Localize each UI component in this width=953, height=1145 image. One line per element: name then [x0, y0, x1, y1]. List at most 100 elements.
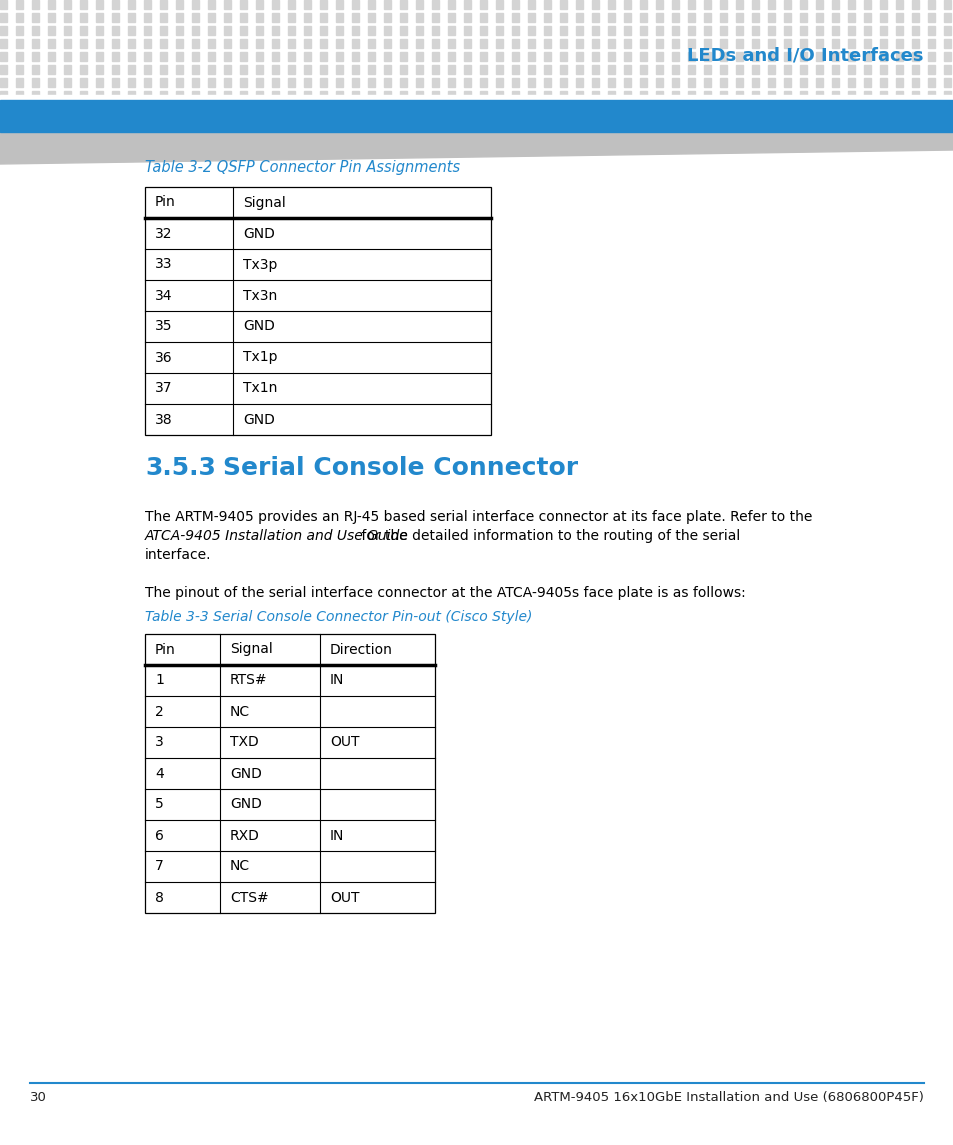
Bar: [623, 52, 630, 61]
Bar: [255, 52, 263, 61]
Bar: [783, 0, 790, 9]
Bar: [927, 39, 934, 48]
Bar: [288, 78, 294, 87]
Bar: [783, 52, 790, 61]
Bar: [448, 104, 455, 113]
Bar: [623, 90, 630, 100]
Bar: [656, 39, 662, 48]
Bar: [815, 0, 822, 9]
Bar: [304, 52, 311, 61]
Bar: [432, 26, 438, 35]
Bar: [64, 78, 71, 87]
Text: The ARTM-9405 provides an RJ-45 based serial interface connector at its face pla: The ARTM-9405 provides an RJ-45 based se…: [145, 510, 812, 524]
Bar: [96, 104, 103, 113]
Bar: [304, 0, 311, 9]
Bar: [656, 26, 662, 35]
Bar: [240, 78, 247, 87]
Bar: [175, 78, 183, 87]
Text: 5: 5: [154, 798, 164, 812]
Bar: [399, 104, 407, 113]
Bar: [399, 78, 407, 87]
Bar: [0, 52, 7, 61]
Bar: [144, 39, 151, 48]
Bar: [175, 26, 183, 35]
Bar: [416, 13, 422, 22]
Bar: [192, 39, 199, 48]
Bar: [399, 13, 407, 22]
Bar: [224, 0, 231, 9]
Bar: [623, 26, 630, 35]
Bar: [240, 104, 247, 113]
Bar: [639, 52, 646, 61]
Bar: [767, 39, 774, 48]
Bar: [496, 26, 502, 35]
Bar: [112, 65, 119, 74]
Bar: [607, 65, 615, 74]
Bar: [607, 52, 615, 61]
Bar: [112, 39, 119, 48]
Bar: [208, 52, 214, 61]
Bar: [432, 39, 438, 48]
Bar: [432, 65, 438, 74]
Bar: [831, 26, 838, 35]
Bar: [128, 39, 135, 48]
Bar: [911, 52, 918, 61]
Bar: [145, 634, 435, 913]
Bar: [815, 13, 822, 22]
Bar: [144, 65, 151, 74]
Bar: [543, 52, 551, 61]
Bar: [943, 104, 950, 113]
Bar: [16, 78, 23, 87]
Bar: [592, 52, 598, 61]
Bar: [927, 78, 934, 87]
Text: Pin: Pin: [154, 196, 175, 210]
Polygon shape: [0, 132, 953, 164]
Bar: [224, 65, 231, 74]
Bar: [800, 13, 806, 22]
Bar: [479, 26, 486, 35]
Bar: [368, 104, 375, 113]
Bar: [416, 90, 422, 100]
Bar: [0, 13, 7, 22]
Bar: [720, 13, 726, 22]
Bar: [416, 104, 422, 113]
Text: 3.5.3: 3.5.3: [145, 456, 215, 480]
Bar: [831, 78, 838, 87]
Bar: [175, 90, 183, 100]
Bar: [352, 78, 358, 87]
Bar: [463, 90, 471, 100]
Bar: [399, 26, 407, 35]
Bar: [192, 26, 199, 35]
Bar: [16, 104, 23, 113]
Bar: [703, 104, 710, 113]
Bar: [416, 52, 422, 61]
Bar: [432, 52, 438, 61]
Bar: [32, 52, 39, 61]
Bar: [448, 90, 455, 100]
Bar: [751, 0, 759, 9]
Bar: [96, 52, 103, 61]
Bar: [879, 52, 886, 61]
Bar: [224, 52, 231, 61]
Bar: [623, 13, 630, 22]
Bar: [0, 104, 7, 113]
Bar: [64, 65, 71, 74]
Bar: [96, 0, 103, 9]
Bar: [592, 78, 598, 87]
Text: Tx3p: Tx3p: [243, 258, 277, 271]
Bar: [416, 26, 422, 35]
Bar: [671, 26, 679, 35]
Bar: [479, 65, 486, 74]
Bar: [399, 0, 407, 9]
Bar: [128, 65, 135, 74]
Bar: [751, 52, 759, 61]
Bar: [368, 13, 375, 22]
Bar: [831, 0, 838, 9]
Bar: [288, 0, 294, 9]
Bar: [671, 52, 679, 61]
Bar: [192, 0, 199, 9]
Bar: [448, 65, 455, 74]
Bar: [160, 0, 167, 9]
Text: 33: 33: [154, 258, 172, 271]
Bar: [751, 39, 759, 48]
